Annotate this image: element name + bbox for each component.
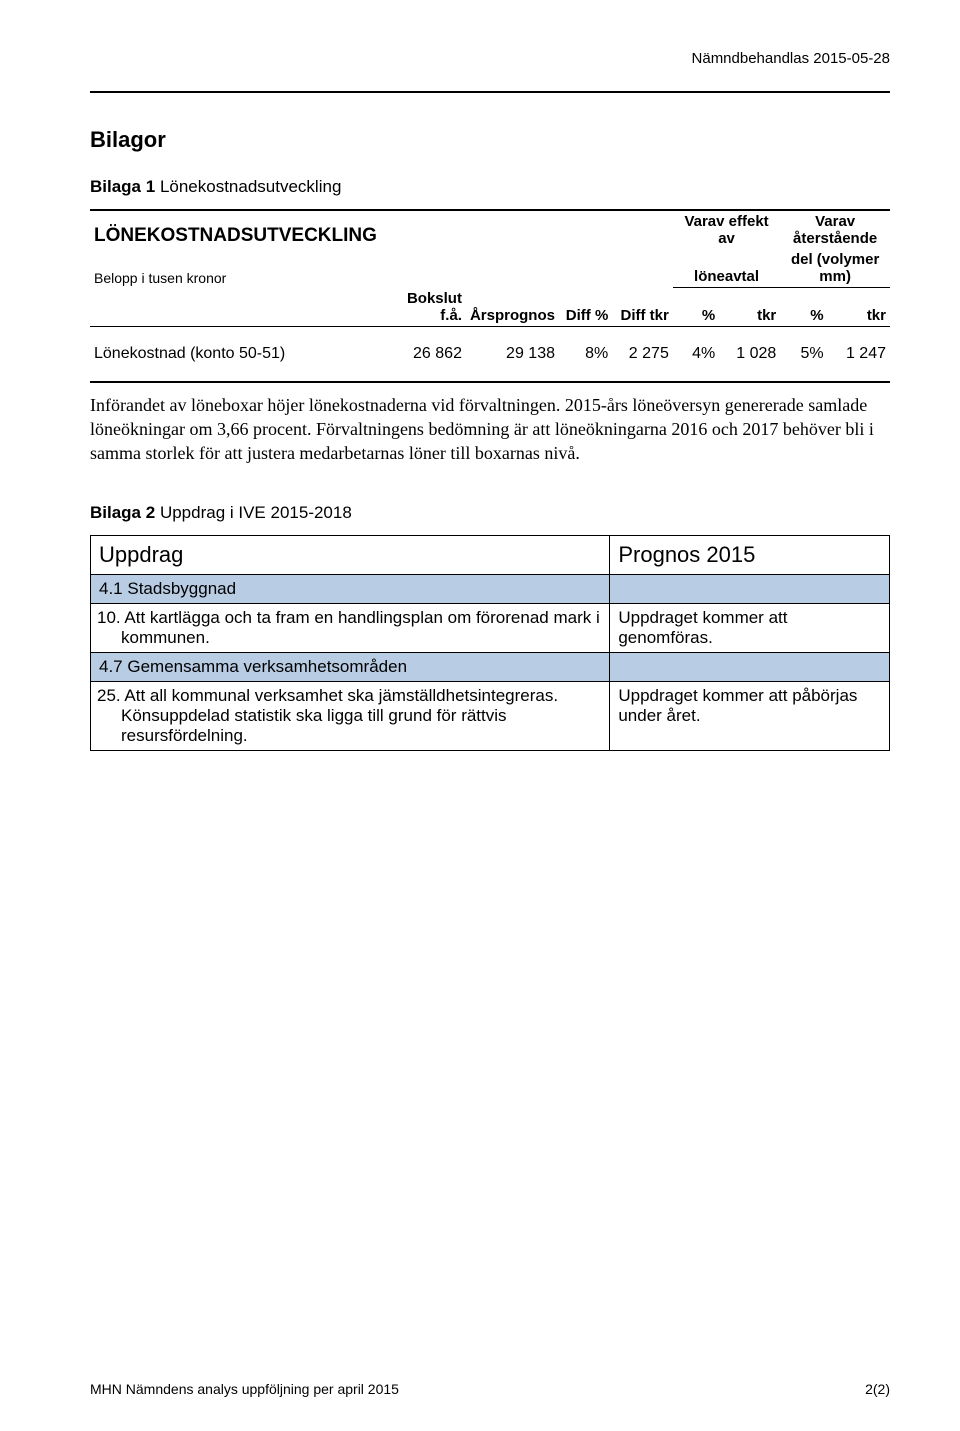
footer-left: MHN Nämndens analys uppföljning per apri… (90, 1381, 399, 1397)
tbl1-h-varav-effekt-2: löneavtal (673, 249, 780, 288)
tbl1-cell-7: 1 247 (828, 326, 890, 381)
tbl2-r4-right: Uppdraget kommer att påbörjas under året… (610, 682, 890, 751)
tbl1-h-diffp: Diff % (559, 288, 612, 326)
tbl1-cell-5: 1 028 (719, 326, 780, 381)
tbl1-cell-0: 26 862 (381, 326, 466, 381)
tbl1-cell-2: 8% (559, 326, 612, 381)
bilaga2-label: Bilaga 2 Uppdrag i IVE 2015-2018 (90, 503, 890, 523)
bilaga2-prefix: Bilaga 2 (90, 503, 155, 522)
bilaga1-label: Bilaga 1 Lönekostnadsutveckling (90, 177, 890, 197)
tbl1-h-varav-effekt-1: Varav effekt av (673, 210, 780, 249)
tbl1-cell-6: 5% (780, 326, 827, 381)
tbl1-row-label: Lönekostnad (konto 50-51) (90, 326, 381, 381)
tbl2-r3-right (610, 653, 890, 682)
tbl2-h-prognos: Prognos 2015 (610, 536, 890, 575)
tbl2-h-uppdrag: Uppdrag (91, 536, 610, 575)
heading-bilagor: Bilagor (90, 127, 890, 153)
bilaga1-title: Lönekostnadsutveckling (160, 177, 341, 196)
tbl1-h-arsprognos: Årsprognos (466, 288, 559, 326)
divider-top (90, 91, 890, 93)
tbl2-r2-right: Uppdraget kommer att genomföras. (610, 604, 890, 653)
tbl1-h-pct-2: % (780, 288, 827, 326)
header-date: Nämndbehandlas 2015-05-28 (90, 50, 890, 67)
tbl1-h-bokslut: Bokslut f.å. (381, 288, 466, 326)
tbl1-title: LÖNEKOSTNADSUTVECKLING (90, 210, 381, 249)
table-lonekostnad: LÖNEKOSTNADSUTVECKLING Varav effekt av V… (90, 209, 890, 383)
bilaga1-prefix: Bilaga 1 (90, 177, 155, 196)
tbl1-h-varav-ater-2: del (volymer mm) (780, 249, 890, 288)
tbl1-cell-3: 2 275 (612, 326, 673, 381)
tbl2-r2-left: 10. Att kartlägga och ta fram en handlin… (91, 604, 610, 653)
footer: MHN Nämndens analys uppföljning per apri… (90, 1381, 890, 1397)
tbl1-h-tkr-2: tkr (828, 288, 890, 326)
table-uppdrag: Uppdrag Prognos 2015 4.1 Stadsbyggnad 10… (90, 535, 890, 751)
paragraph-1: Införandet av löneboxar höjer lönekostna… (90, 393, 890, 466)
footer-pagenum: 2(2) (865, 1381, 890, 1397)
tbl1-cell-1: 29 138 (466, 326, 559, 381)
tbl2-r3-left: 4.7 Gemensamma verksamhetsområden (91, 653, 610, 682)
tbl1-h-varav-ater-1: Varav återstående (780, 210, 890, 249)
tbl2-r1-left: 4.1 Stadsbyggnad (91, 575, 610, 604)
tbl1-h-pct-1: % (673, 288, 719, 326)
tbl1-h-difftkr: Diff tkr (612, 288, 673, 326)
tbl2-r1-right (610, 575, 890, 604)
tbl1-cell-4: 4% (673, 326, 719, 381)
tbl1-h-tkr-1: tkr (719, 288, 780, 326)
tbl2-r4-left: 25. Att all kommunal verksamhet ska jäms… (91, 682, 610, 751)
bilaga2-title: Uppdrag i IVE 2015-2018 (160, 503, 352, 522)
tbl1-sub: Belopp i tusen kronor (90, 249, 381, 288)
